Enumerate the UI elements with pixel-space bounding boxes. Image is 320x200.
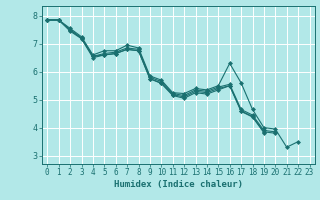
X-axis label: Humidex (Indice chaleur): Humidex (Indice chaleur)	[114, 180, 243, 189]
